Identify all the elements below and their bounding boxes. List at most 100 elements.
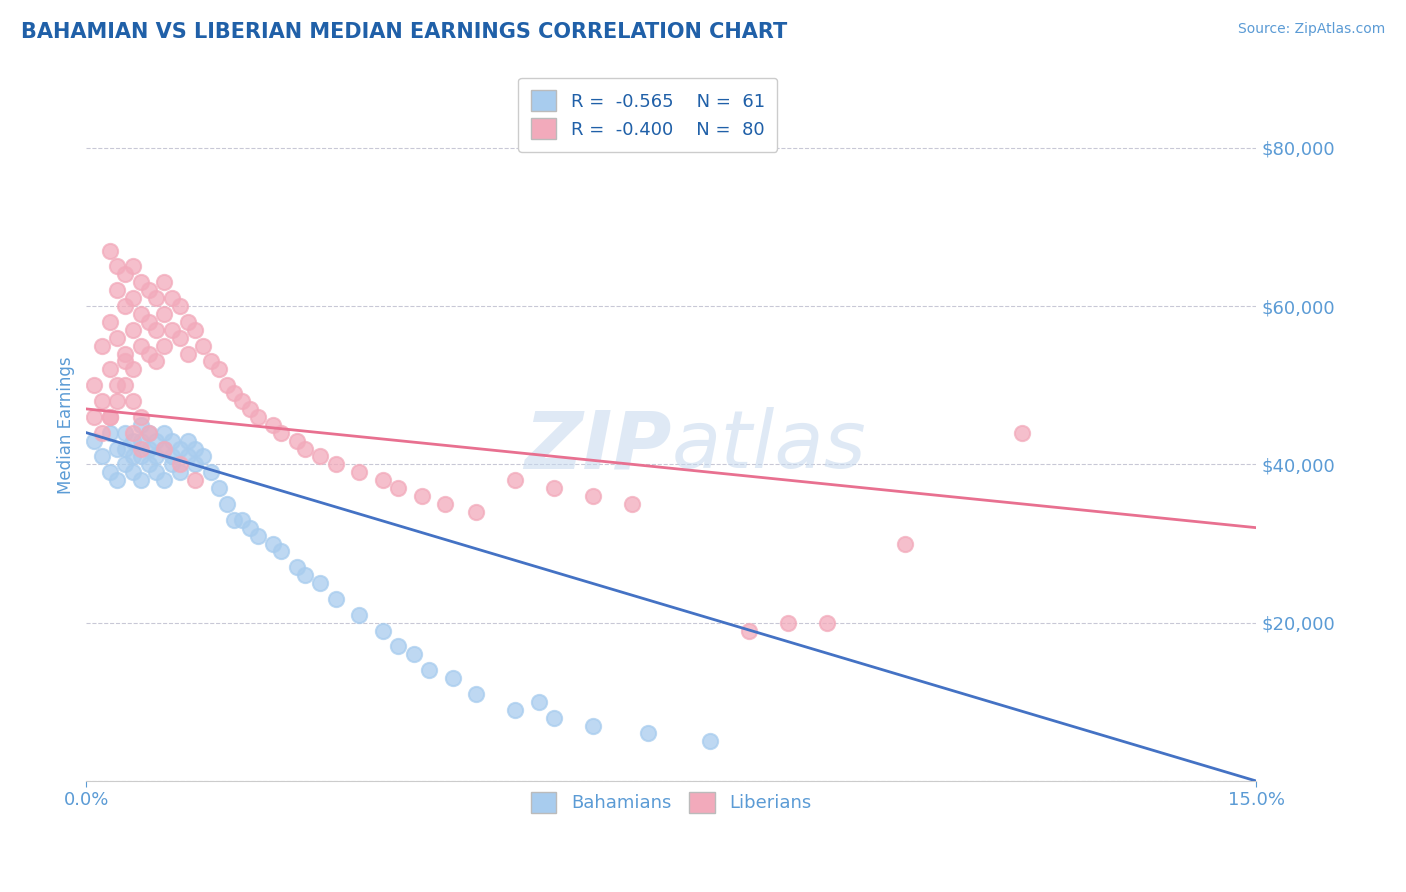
Point xyxy=(145,450,167,464)
Point xyxy=(270,425,292,440)
Point xyxy=(193,450,215,464)
Point xyxy=(83,434,105,448)
Point xyxy=(122,425,145,440)
Point xyxy=(90,450,112,464)
Point xyxy=(90,338,112,352)
Point xyxy=(169,465,191,479)
Point xyxy=(169,331,191,345)
Point xyxy=(176,346,198,360)
Point xyxy=(138,425,160,440)
Point xyxy=(160,458,183,472)
Point xyxy=(371,473,394,487)
Point xyxy=(169,442,191,456)
Point xyxy=(224,386,246,401)
Point xyxy=(778,615,800,630)
Point xyxy=(411,489,433,503)
Point xyxy=(246,528,269,542)
Point xyxy=(107,442,129,456)
Point xyxy=(184,442,207,456)
Point xyxy=(239,401,262,416)
Point xyxy=(107,378,129,392)
Point xyxy=(309,576,332,591)
Point xyxy=(129,450,152,464)
Point xyxy=(145,465,167,479)
Point xyxy=(138,315,160,329)
Point xyxy=(153,473,176,487)
Point xyxy=(465,687,488,701)
Point xyxy=(285,560,308,574)
Point xyxy=(582,718,605,732)
Point xyxy=(98,244,121,258)
Point xyxy=(160,323,183,337)
Point xyxy=(138,346,160,360)
Point xyxy=(153,338,176,352)
Point xyxy=(114,458,136,472)
Point xyxy=(122,291,145,305)
Point xyxy=(129,338,152,352)
Point xyxy=(215,497,238,511)
Point xyxy=(434,497,457,511)
Point xyxy=(325,458,347,472)
Point xyxy=(145,323,167,337)
Text: atlas: atlas xyxy=(671,407,866,485)
Point xyxy=(815,615,838,630)
Point xyxy=(285,434,308,448)
Point xyxy=(465,505,488,519)
Point xyxy=(129,409,152,424)
Point xyxy=(441,671,464,685)
Point xyxy=(145,434,167,448)
Point xyxy=(98,409,121,424)
Point xyxy=(582,489,605,503)
Point xyxy=(98,409,121,424)
Point xyxy=(176,315,198,329)
Point xyxy=(176,450,198,464)
Point xyxy=(114,354,136,368)
Point xyxy=(107,394,129,409)
Point xyxy=(122,362,145,376)
Point xyxy=(90,394,112,409)
Point xyxy=(153,307,176,321)
Point xyxy=(184,323,207,337)
Point xyxy=(263,536,285,550)
Point xyxy=(107,260,129,274)
Point xyxy=(122,323,145,337)
Point xyxy=(122,260,145,274)
Point xyxy=(543,711,565,725)
Point xyxy=(98,465,121,479)
Point xyxy=(193,338,215,352)
Point xyxy=(349,607,371,622)
Point xyxy=(138,442,160,456)
Point xyxy=(114,378,136,392)
Point xyxy=(153,442,176,456)
Point xyxy=(215,378,238,392)
Point xyxy=(114,268,136,282)
Point xyxy=(418,663,440,677)
Point xyxy=(83,409,105,424)
Point xyxy=(129,417,152,432)
Text: ZIP: ZIP xyxy=(524,407,671,485)
Point xyxy=(169,458,191,472)
Point xyxy=(200,354,222,368)
Point xyxy=(122,465,145,479)
Point xyxy=(184,458,207,472)
Point xyxy=(138,283,160,297)
Point xyxy=(122,450,145,464)
Point xyxy=(153,425,176,440)
Point xyxy=(738,624,761,638)
Point xyxy=(294,442,316,456)
Point xyxy=(503,703,526,717)
Point xyxy=(231,513,253,527)
Y-axis label: Median Earnings: Median Earnings xyxy=(58,356,75,493)
Point xyxy=(239,521,262,535)
Point xyxy=(184,473,207,487)
Point xyxy=(224,513,246,527)
Point xyxy=(160,434,183,448)
Text: Source: ZipAtlas.com: Source: ZipAtlas.com xyxy=(1237,22,1385,37)
Point xyxy=(83,378,105,392)
Point xyxy=(208,362,231,376)
Point xyxy=(637,726,659,740)
Point xyxy=(1011,425,1033,440)
Point xyxy=(263,417,285,432)
Point xyxy=(129,434,152,448)
Point xyxy=(129,307,152,321)
